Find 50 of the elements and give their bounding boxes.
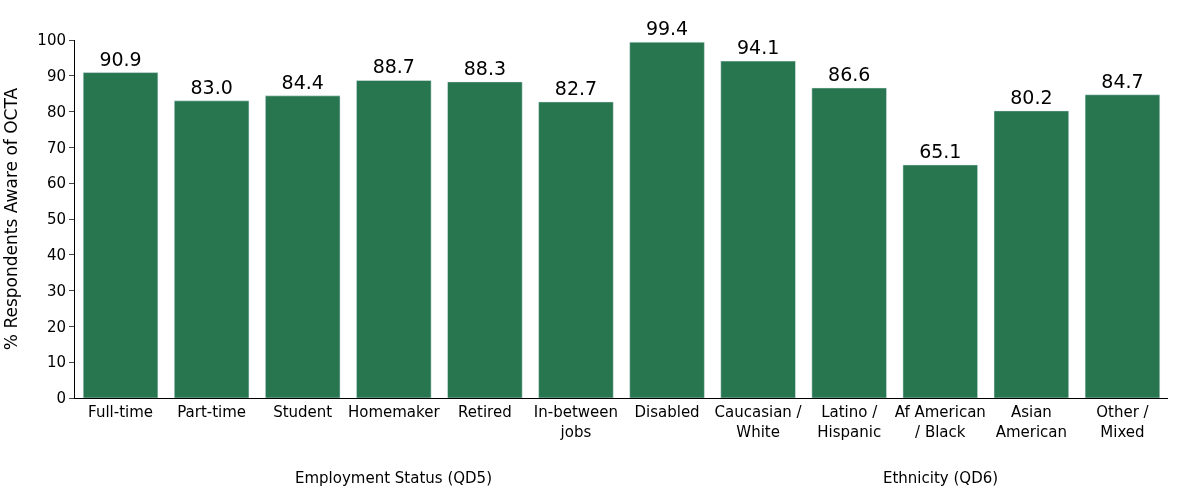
x-tick-label: Full-time [88, 403, 154, 421]
x-tick-label: Retired [458, 403, 512, 421]
y-tick-label: 70 [46, 138, 66, 157]
y-tick-label: 50 [46, 210, 66, 229]
text: Ethnicity (QD6) [883, 469, 999, 487]
x-tick-label: Homemaker [347, 403, 441, 421]
bar [538, 101, 614, 398]
x-tick-label: Disabled [634, 403, 700, 421]
bar [265, 95, 341, 398]
y-tick-label: 100 [37, 31, 66, 50]
data-label: 80.2 [1010, 85, 1053, 108]
x-tick-label: Student [273, 403, 333, 421]
x-tick-label: Latino / Hispanic [817, 403, 882, 441]
data-label: 94.1 [736, 36, 780, 59]
y-tick-label: 60 [46, 174, 66, 193]
data-label: 82.7 [554, 76, 598, 99]
bar [811, 87, 887, 398]
x-tick-label: In-between jobs [533, 403, 619, 441]
bar [82, 72, 159, 398]
data-label: 99.4 [645, 17, 689, 40]
y-tick-label: 0 [56, 389, 66, 408]
y-tick-label: 10 [46, 353, 66, 372]
data-label: 83.0 [190, 75, 233, 98]
y-tick-label: 20 [46, 317, 66, 336]
bar [720, 60, 796, 398]
data-label: 65.1 [919, 139, 962, 162]
y-tick-label: 40 [46, 246, 66, 265]
bar [447, 81, 523, 398]
x-tick-label: Part-time [177, 403, 247, 421]
x-tick-label: Af American / Black [894, 403, 986, 441]
x-tick-label: Asian American [995, 403, 1068, 441]
data-label: 90.9 [99, 47, 142, 70]
bar [993, 110, 1069, 398]
bar [902, 164, 978, 398]
data-label: 86.6 [828, 62, 871, 85]
y-tick-label: 80 [46, 102, 66, 121]
x-tick-label: Other / Mixed [1096, 403, 1150, 441]
bar [356, 80, 432, 398]
data-label: 88.7 [372, 55, 415, 78]
y-axis-title: % Respondents Aware of OCTA [0, 87, 21, 351]
text: Employment Status (QD5) [295, 469, 492, 487]
y-tick-label: 90 [46, 67, 66, 86]
data-label: 88.3 [463, 56, 507, 79]
data-label: 84.4 [281, 70, 324, 93]
y-tick-label: 30 [46, 281, 66, 300]
bar [629, 41, 705, 398]
bar [174, 100, 250, 398]
x-tick-label: Caucasian / White [714, 403, 803, 441]
bar [1084, 94, 1161, 398]
data-label: 84.7 [1101, 69, 1144, 92]
